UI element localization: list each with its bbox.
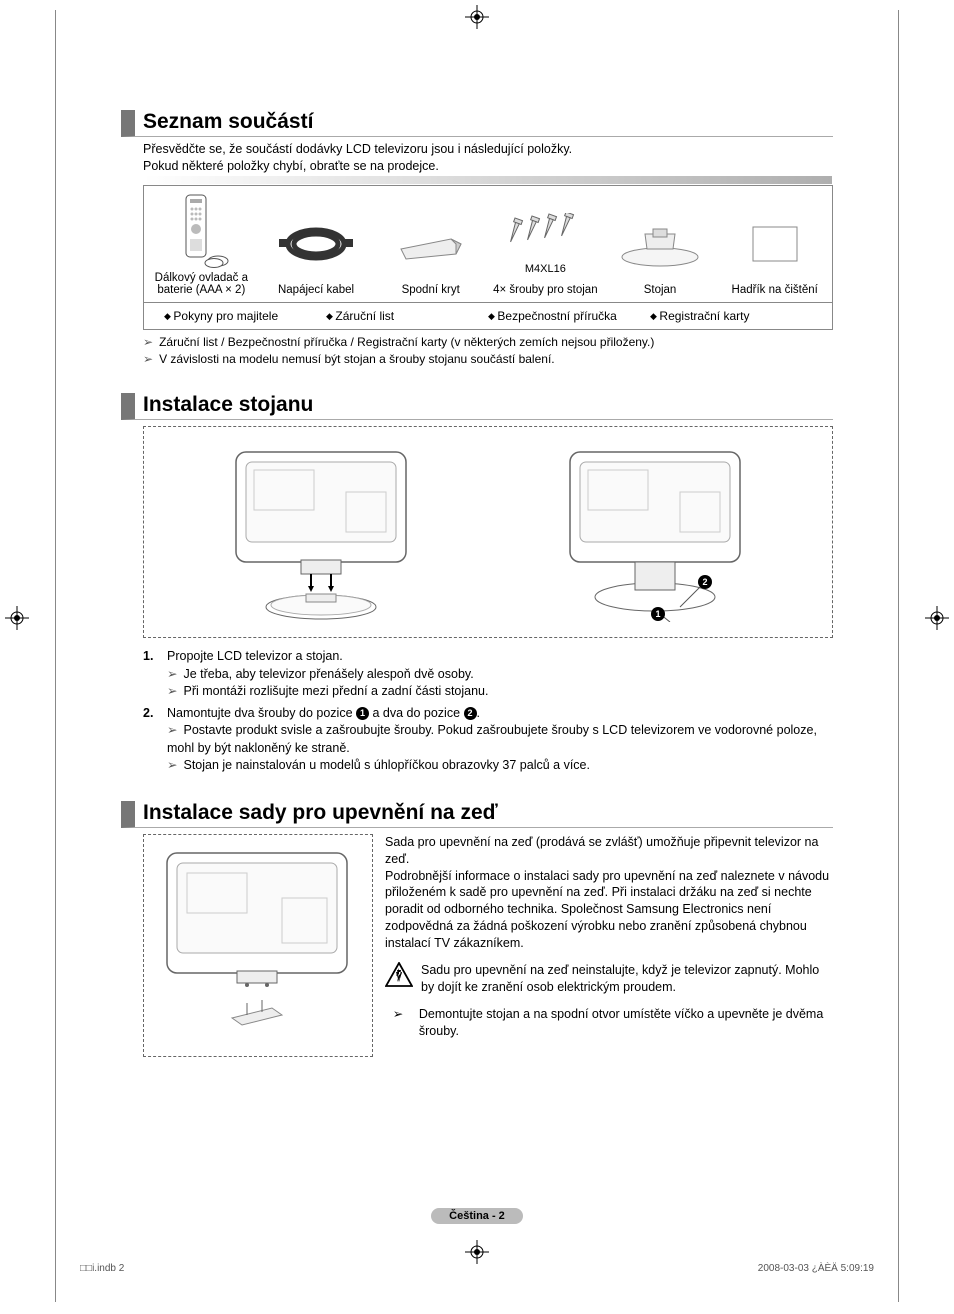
footer-timestamp: 2008-03-03 ¿ÀÈÄ 5:09:19 (758, 1263, 874, 1274)
step-number: 1. (143, 648, 167, 701)
registration-mark-icon (925, 606, 949, 630)
svg-text:1: 1 (655, 609, 660, 619)
part-label: 4× šrouby pro stojan (493, 284, 598, 296)
part-label: Spodní kryt (402, 284, 460, 296)
note-line: Záruční list / Bezpečnostní příručka / R… (143, 334, 833, 351)
parts-table: Dálkový ovladač a baterie (AAA × 2) Napá… (143, 185, 833, 330)
tv-stand-figure-1 (201, 437, 441, 627)
wallmount-paragraph: Sada pro upevnění na zeď (prodává se zvl… (385, 834, 833, 952)
language-page-pill: Čeština - 2 (431, 1208, 523, 1224)
part-label: Stojan (644, 284, 677, 296)
step-subnote: Postavte produkt svisle a zašroubujte šr… (167, 722, 833, 757)
section-title-wallmount: Instalace sady pro upevnění na zeď (121, 801, 833, 828)
section-title-stand: Instalace stojanu (121, 393, 833, 420)
screw-spec: M4XL16 (525, 263, 566, 275)
section-title-parts: Seznam součástí (121, 110, 833, 137)
note-line: V závislosti na modelu nemusí být stojan… (143, 351, 833, 368)
step-text: Propojte LCD televizor a stojan. (167, 648, 833, 666)
cloth-icon (721, 204, 828, 284)
doc-item: Bezpečnostní příručka (488, 309, 650, 323)
stand-icon (607, 204, 714, 284)
circled-2-icon: 2 (464, 707, 477, 720)
stand-figures: 2 1 (143, 426, 833, 638)
doc-item: Registrační karty (650, 309, 812, 323)
doc-item: Pokyny pro majitele (164, 309, 326, 323)
bottom-cover-icon (377, 204, 484, 284)
step-subnote: Při montáži rozlišujte mezi přední a zad… (167, 683, 833, 701)
circled-1-icon: 1 (356, 707, 369, 720)
print-footer: □□i.indb 2 2008-03-03 ¿ÀÈÄ 5:09:19 (80, 1263, 874, 1274)
wallmount-note: Demontujte stojan a na spodní otvor umís… (419, 1006, 833, 1040)
registration-mark-icon (5, 606, 29, 630)
page-content: Seznam součástí Přesvědčte se, že součás… (55, 10, 899, 1284)
step-number: 2. (143, 705, 167, 775)
remote-icon (148, 192, 255, 272)
tv-stand-figure-2: 2 1 (535, 437, 775, 627)
arrow-icon: ➢ (385, 1006, 411, 1023)
warning-text: Sadu pro upevnění na zeď neinstalujte, k… (421, 962, 833, 996)
part-label: Hadřík na čištění (732, 284, 818, 296)
part-label: Napájecí kabel (278, 284, 354, 296)
step-text: Namontujte dva šrouby do pozice 1 a dva … (167, 705, 833, 723)
screws-icon: M4XL16 (492, 204, 599, 284)
step-subnote: Stojan je nainstalován u modelů s úhlopř… (167, 757, 833, 775)
intro-line: Pokud některé položky chybí, obraťte se … (143, 158, 833, 175)
part-label: Dálkový ovladač a baterie (AAA × 2) (148, 272, 255, 296)
doc-item: Záruční list (326, 309, 488, 323)
warning-icon (385, 962, 413, 993)
intro-line: Přesvědčte se, že součástí dodávky LCD t… (143, 141, 833, 158)
power-cable-icon (263, 204, 370, 284)
svg-text:2: 2 (702, 577, 707, 587)
footer-filename: □□i.indb 2 (80, 1263, 124, 1274)
step-subnote: Je třeba, aby televizor přenášely alespo… (167, 666, 833, 684)
wallmount-figure (143, 834, 373, 1057)
